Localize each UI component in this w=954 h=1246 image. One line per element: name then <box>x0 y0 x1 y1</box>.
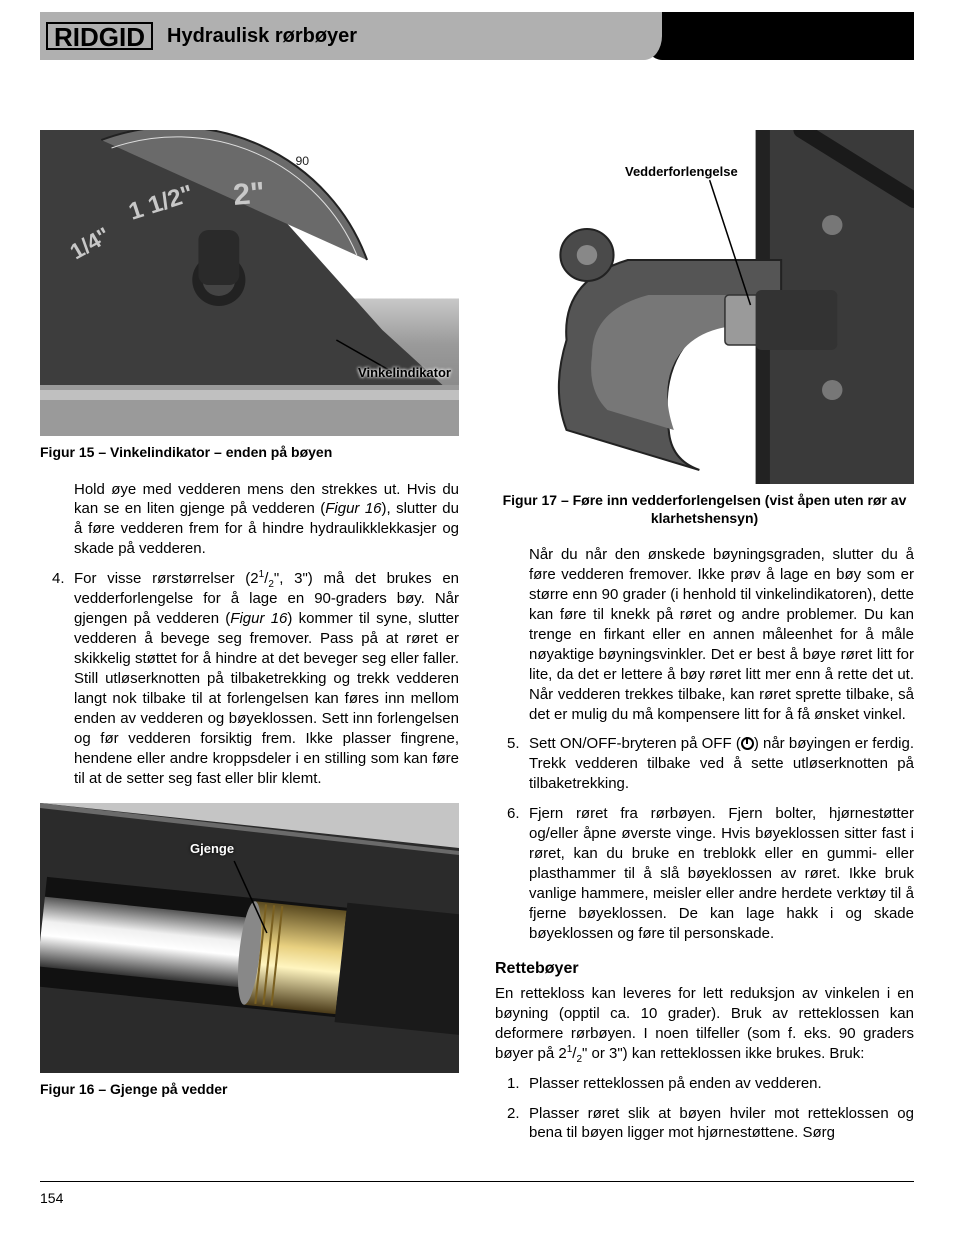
list-item-4: 4.For visse rørstørrelser (21/2", 3") må… <box>74 569 459 788</box>
section-heading-rettebøyer: Rettebøyer <box>495 960 914 978</box>
power-icon <box>741 737 754 750</box>
figure-15: 1/4" 1 1/2" 2" 90 Vinkelindikator Figur … <box>40 130 459 462</box>
figure-17-callout: Vedderforlengelse <box>625 164 738 179</box>
figure-15-caption: Figur 15 – Vinkelindikator – enden på bø… <box>40 444 459 462</box>
figure-17-image: Vedderforlengelse <box>495 130 914 484</box>
document-title: Hydraulisk rørbøyer <box>167 25 357 48</box>
header-black-bar <box>644 12 914 60</box>
figure-15-image: 1/4" 1 1/2" 2" 90 Vinkelindikator <box>40 130 459 436</box>
figure-17-svg <box>495 130 914 484</box>
text: Sett ON/OFF-bryteren på OFF ( <box>529 735 741 752</box>
list-number: 2. <box>507 1104 520 1124</box>
list-number: 1. <box>507 1074 520 1094</box>
page-number: 154 <box>40 1190 914 1206</box>
figure-16-image: Gjenge <box>40 803 459 1073</box>
figure-17: Vedderforlengelse Figur 17 – Føre inn ve… <box>495 130 914 527</box>
text: Fjern røret fra rørbøyen. Fjern bolter, … <box>529 805 914 942</box>
page-header: RIDGID Hydraulisk rørbøyer <box>40 12 914 60</box>
list-number: 6. <box>507 804 520 824</box>
fig-ref: Figur 16 <box>325 500 381 517</box>
fraction-num: 1 <box>259 569 265 580</box>
svg-text:90: 90 <box>295 154 309 168</box>
paragraph-hold: Hold øye med vedderen mens den strekkes … <box>40 480 459 560</box>
list-item-5: 5.Sett ON/OFF-bryteren på OFF () når bøy… <box>529 734 914 794</box>
list-number: 5. <box>507 734 520 754</box>
footer-rule <box>40 1181 914 1182</box>
left-column: 1/4" 1 1/2" 2" 90 Vinkelindikator Figur … <box>40 130 459 1153</box>
brand-logo: RIDGID <box>46 22 153 50</box>
text: " or 3") kan retteklossen ikke brukes. B… <box>582 1045 864 1062</box>
figure-17-caption: Figur 17 – Føre inn vedderforlengelsen (… <box>495 492 914 527</box>
text: Plasser røret slik at bøyen hviler mot r… <box>529 1105 914 1142</box>
text: Når du når den ønskede bøyningsgraden, s… <box>529 545 914 724</box>
list-item-r1: 1.Plasser retteklossen på enden av vedde… <box>529 1074 914 1094</box>
list-right: 5.Sett ON/OFF-bryteren på OFF () når bøy… <box>495 734 914 943</box>
right-column: Vedderforlengelse Figur 17 – Føre inn ve… <box>495 130 914 1153</box>
figure-16-svg <box>40 803 459 1073</box>
list-item-r2: 2.Plasser røret slik at bøyen hviler mot… <box>529 1104 914 1144</box>
text: For visse rørstørrelser (2 <box>74 570 259 587</box>
figure-15-callout: Vinkelindikator <box>358 365 451 380</box>
figure-16-callout: Gjenge <box>190 841 234 856</box>
text: ) kommer til syne, slutter vedderen å be… <box>74 610 459 787</box>
svg-text:2": 2" <box>232 177 266 212</box>
figure-16: Gjenge Figur 16 – Gjenge på vedder <box>40 803 459 1099</box>
figure-15-svg: 1/4" 1 1/2" 2" 90 <box>40 130 459 436</box>
list-number: 4. <box>52 569 65 589</box>
list-rette: 1. Plasser retteklossen på enden av vedde… <box>495 1074 914 1144</box>
figure-16-caption: Figur 16 – Gjenge på vedder <box>40 1081 459 1099</box>
list-item-6: 6.Fjern røret fra rørbøyen. Fjern bolter… <box>529 804 914 944</box>
text: Plasser retteklossen på enden av veddere… <box>529 1075 822 1092</box>
fraction-num: 1 <box>567 1044 573 1055</box>
header-gray-bar: RIDGID Hydraulisk rørbøyer <box>40 12 662 60</box>
list-left: 4.For visse rørstørrelser (21/2", 3") må… <box>40 569 459 788</box>
paragraph-rette: En rettekloss kan leveres for lett reduk… <box>495 984 914 1064</box>
paragraph-naar: Når du når den ønskede bøyningsgraden, s… <box>495 545 914 724</box>
fig-ref: Figur 16 <box>230 610 287 627</box>
